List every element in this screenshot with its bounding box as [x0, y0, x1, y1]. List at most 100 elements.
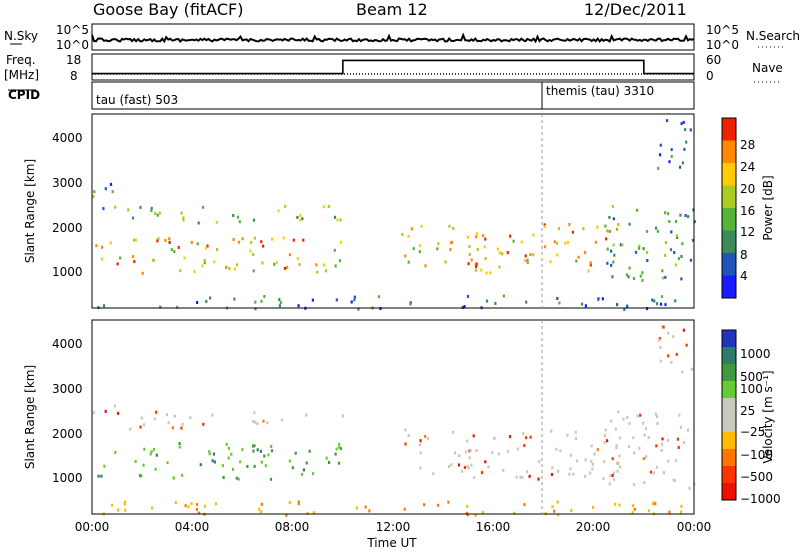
- power-cells-cell: [254, 307, 257, 311]
- velocity-panel-frame: [91, 319, 695, 515]
- power-cells-cell: [179, 269, 182, 273]
- power-cells-cell: [131, 216, 135, 220]
- power-cells-cell: [646, 259, 649, 262]
- vel-cells-cell: [149, 452, 152, 456]
- power-cells-cell: [233, 267, 236, 271]
- power-cells-cell: [284, 204, 287, 208]
- cpid-mode-1: tau (fast) 503: [96, 93, 178, 107]
- vel-cells-cell: [557, 469, 560, 473]
- noise-right-tick-high: 10^5: [706, 23, 739, 37]
- power-cbar-swatch: [722, 163, 736, 186]
- power-cells-cell: [252, 218, 256, 222]
- vel-cells-cell: [468, 456, 471, 460]
- velocity-colorbar-label: Velocity [m s⁻¹]: [761, 370, 775, 463]
- vel-cells-cell: [655, 465, 659, 469]
- vel-cells-cell: [288, 501, 291, 504]
- vel-cells-cell: [291, 466, 294, 470]
- vel-cells-cell: [466, 439, 469, 443]
- power-cells-cell: [410, 227, 413, 231]
- vel-cells-cell: [603, 460, 606, 464]
- power-cells-cell: [196, 242, 199, 246]
- power-cells-cell: [424, 264, 427, 268]
- vel-cells-cell: [124, 508, 127, 512]
- vel-cells-cell: [308, 449, 311, 453]
- vel-cells-cell: [419, 466, 422, 470]
- power-cbar-tick-4: 4: [740, 269, 748, 283]
- vel-cells-cell: [270, 449, 274, 453]
- vel-cells-cell: [617, 462, 620, 465]
- vel-cells-cell: [259, 449, 262, 453]
- nave-label: Nave: [752, 61, 783, 75]
- power-cells-cell: [275, 261, 278, 265]
- vel-cells-cell: [589, 471, 592, 475]
- vel-cells-cell: [213, 460, 216, 464]
- vel-cells-cell: [633, 507, 636, 511]
- power-cells-cell: [170, 248, 173, 252]
- vel-cells-cell: [680, 504, 683, 508]
- vel-cells-cell: [447, 500, 450, 504]
- vel-cells-cell: [426, 437, 430, 441]
- vel-cells-cell: [481, 510, 484, 514]
- power-cells-cell: [645, 229, 649, 233]
- power-cells-cell: [164, 239, 167, 242]
- power-cells-cell: [646, 250, 649, 254]
- vel-cells-cell: [647, 435, 650, 439]
- vel-cells-cell: [143, 423, 146, 427]
- power-cells-cell: [689, 128, 692, 132]
- power-cells-cell: [412, 247, 415, 251]
- power-cells-cell: [612, 260, 615, 264]
- power-cells-cell: [681, 242, 684, 246]
- power-cells-cell: [654, 226, 658, 230]
- vel-cells-cell: [465, 450, 468, 454]
- vel-cells-cell: [285, 513, 288, 517]
- vel-cells-cell: [639, 413, 642, 417]
- vel-cells-cell: [622, 417, 625, 421]
- power-cells-cell: [482, 234, 485, 238]
- power-ytick-1000: 1000: [52, 265, 83, 279]
- vel-cells-cell: [312, 511, 315, 515]
- vel-cells-cell: [670, 360, 673, 364]
- vel-cells-cell: [568, 472, 571, 476]
- velocity-colorbar-ticks: 1000 500 100 25 −25 −100 −500 −1000: [740, 347, 781, 506]
- power-cells-cell: [659, 153, 662, 157]
- vel-cells-cell: [677, 446, 680, 449]
- vel-cells-cell: [253, 444, 256, 448]
- power-cells-cell: [680, 255, 683, 258]
- vel-cells-cell: [436, 503, 440, 507]
- power-cells-cell: [470, 258, 473, 262]
- vel-cells-cell: [142, 463, 145, 467]
- vel-cells-cell: [618, 454, 621, 458]
- vel-cells-cell: [638, 446, 641, 450]
- power-cells-cell: [668, 220, 671, 223]
- power-cells-cell: [213, 260, 216, 264]
- power-cells-cell: [653, 299, 656, 303]
- vel-cells-cell: [239, 460, 242, 464]
- cpid-label: CPID: [8, 88, 40, 102]
- power-cells-cell: [611, 204, 614, 208]
- noise-sky-series: [91, 32, 695, 44]
- vel-cells-cell: [300, 472, 304, 476]
- power-cells-cell: [628, 222, 631, 226]
- vel-cells-cell: [508, 435, 512, 439]
- power-cells-cell: [639, 274, 642, 278]
- power-cells-cell: [119, 256, 122, 260]
- vel-cells-cell: [266, 421, 269, 425]
- vel-cells-cell: [208, 452, 211, 456]
- power-cells-cell: [379, 307, 382, 311]
- vel-cells-cell: [685, 343, 688, 347]
- power-cells-cell: [582, 227, 585, 231]
- vel-cells-cell: [528, 474, 531, 478]
- power-cells-cell: [297, 304, 300, 308]
- vel-cells-cell: [609, 474, 612, 478]
- vel-cells-cell: [134, 460, 137, 463]
- freq-left-tick-high: 18: [66, 53, 81, 67]
- power-cbar-swatch: [722, 230, 736, 253]
- power-cells-cell: [100, 257, 104, 261]
- power-cells-cell: [474, 262, 477, 266]
- power-cells-cell: [335, 298, 338, 302]
- noise-left-tick-high: 10^5: [56, 23, 89, 37]
- vel-cells-cell: [515, 475, 518, 479]
- power-cells-cell: [102, 207, 105, 211]
- power-cells-cell: [651, 298, 654, 302]
- power-cells-cell: [615, 227, 619, 231]
